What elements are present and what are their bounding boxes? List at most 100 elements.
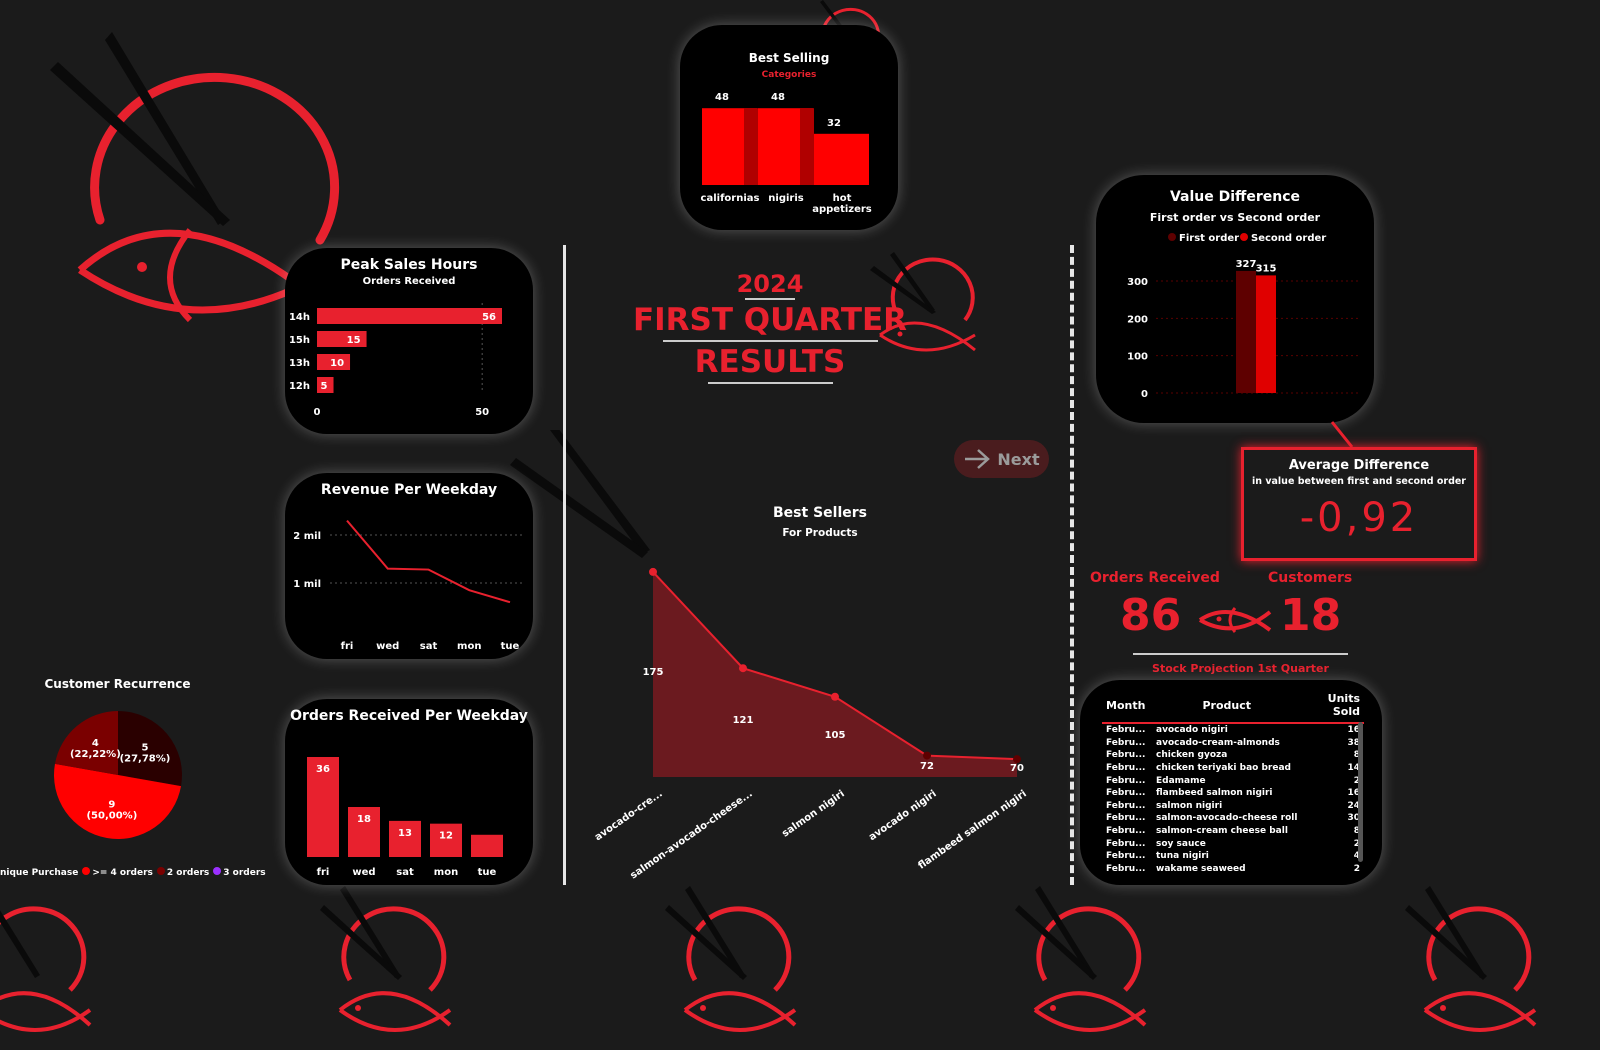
y-tick-0: 0 (1141, 389, 1148, 400)
month-cell: Febru... (1106, 788, 1146, 799)
orders-weekday-card: Orders Received Per Weekday 36 fri 18 wed 13… (285, 699, 533, 885)
best-selling-card: Best Selling Categories 48 californias 48 n… (680, 25, 898, 230)
revenue-line (346, 519, 511, 604)
table-row[interactable]: Febru... soy sauce 2 (1102, 837, 1364, 850)
bar-tue (471, 834, 503, 857)
bar-second-order (1256, 275, 1276, 393)
table-row[interactable]: Febru... chicken teriyaki bao bread 14 (1102, 762, 1364, 775)
bar-13h (317, 354, 351, 370)
slice-Unique-Purchase (118, 711, 182, 787)
next-button[interactable]: Next (954, 440, 1049, 478)
slice-2-orders (54, 711, 118, 775)
product-label-3: avocado nigiri (867, 788, 939, 843)
table-row[interactable]: Febru... chicken gyoza 8 (1102, 749, 1364, 762)
category-label-0-0: californias (701, 193, 760, 204)
column-units-sold[interactable]: Units Sold (1327, 692, 1360, 718)
category-label-2-1: appetizers (812, 204, 872, 215)
month-cell: Febru... (1106, 838, 1146, 849)
peak-sales-title: Peak Sales Hours (340, 257, 478, 273)
table-row[interactable]: Febru... tuna nigiri 4 (1102, 850, 1364, 863)
arrow-right-icon (965, 449, 991, 469)
bar-first-order (1236, 270, 1256, 393)
slice--4-orders (54, 763, 182, 839)
category-label-1-0: nigiris (768, 193, 803, 204)
bar-shade (800, 108, 814, 185)
month-cell: Febru... (1106, 750, 1146, 761)
fish-logo-bottom-1 (0, 906, 92, 1032)
table-row[interactable]: Febru... salmon-cream cheese ball 8 (1102, 825, 1364, 838)
month-cell: Febru... (1106, 826, 1146, 837)
orders-weekday-title: Orders Received Per Weekday (290, 708, 528, 724)
table-row[interactable]: Febru... avocado nigiri 16 (1102, 723, 1364, 737)
weekday-label-0: fri (317, 867, 330, 878)
table-scrollbar[interactable] (1358, 722, 1363, 862)
weekday-label-3: mon (434, 867, 458, 878)
data-label-0: 48 (715, 92, 729, 103)
value-label-0: 175 (643, 667, 664, 678)
average-difference-value: -0,92 (1299, 495, 1419, 541)
stock-card: Month Product Units Sold Febru... avocado… (1080, 680, 1382, 885)
kpi-divider (1133, 653, 1348, 655)
value-label-0: 56 (482, 312, 496, 323)
y-tick-1: 2 mil (293, 531, 321, 542)
revenue-weekday-card: Revenue Per Weekday 1 mil 2 mil fri wed sat m… (285, 473, 533, 659)
month-cell: Febru... (1106, 800, 1146, 811)
orders-received-label: Orders Received (1090, 570, 1220, 586)
table-row[interactable]: Febru... Edamame 2 (1102, 774, 1364, 787)
product-label-0: avocado-cre... (593, 788, 665, 843)
units-cell: 38 (1347, 737, 1360, 748)
peak-sales-card: Peak Sales Hours Orders Received 14h 56 15… (285, 248, 533, 434)
value-label-2: 10 (330, 358, 344, 369)
units-cell: 2 (1353, 775, 1360, 786)
value-difference-title: Value Difference (1169, 189, 1301, 205)
month-cell: Febru... (1106, 851, 1146, 862)
month-cell: Febru... (1106, 775, 1146, 786)
point-2 (831, 692, 839, 701)
point-1 (739, 664, 747, 673)
data-label-2: 32 (827, 118, 841, 129)
hour-label-1: 15h (289, 335, 310, 346)
product-cell: flambeed salmon nigiri (1156, 788, 1273, 799)
units-cell: 24 (1347, 800, 1360, 811)
units-cell: 30 (1347, 813, 1360, 824)
connector-line (1330, 421, 1354, 448)
legend-dot-2 (156, 867, 165, 875)
table-row[interactable]: Febru... avocado-cream-almonds 38 (1102, 737, 1364, 750)
column-month[interactable]: Month (1106, 698, 1146, 712)
month-cell: Febru... (1106, 813, 1146, 824)
product-cell: salmon-avocado-cheese roll (1156, 813, 1298, 824)
table-row[interactable]: Febru... salmon nigiri 24 (1102, 800, 1364, 813)
x-tick-1: 50 (475, 407, 489, 418)
header-line1: FIRST QUARTER (632, 302, 908, 338)
x-tick-0: 0 (314, 407, 321, 418)
point-4 (1013, 755, 1021, 764)
product-label-2: salmon nigiri (780, 788, 847, 839)
product-cell: salmon nigiri (1156, 800, 1223, 811)
legend-item-3: 3 orders (213, 867, 266, 878)
table-row[interactable]: Febru... wakame seaweed 2 (1102, 863, 1364, 876)
y-tick-2: 200 (1127, 314, 1148, 325)
product-cell: chicken gyoza (1156, 750, 1228, 761)
bar-12h (317, 377, 334, 393)
month-cell: Febru... (1106, 863, 1146, 874)
value-difference-subtitle: First order vs Second order (1149, 211, 1321, 224)
orders-received-value: 86 (1120, 590, 1182, 641)
product-cell: Edamame (1156, 775, 1206, 786)
value-label-1: 18 (357, 814, 371, 825)
best-selling-title: Best Selling (748, 51, 830, 65)
column-product[interactable]: Product (1202, 698, 1251, 712)
hour-label-0: 14h (289, 312, 310, 323)
area-fill (653, 571, 1017, 777)
value-label-3: 72 (920, 761, 934, 772)
bar-fri (307, 757, 339, 857)
table-row[interactable]: Febru... salmon-avocado-cheese roll 30 (1102, 812, 1364, 825)
stock-title: Stock Projection 1st Quarter (1152, 662, 1329, 675)
table-row[interactable]: Febru... flambeed salmon nigiri 16 (1102, 787, 1364, 800)
slice-label-1: 4 (92, 738, 99, 749)
value-label-0: 36 (316, 764, 330, 775)
customer-recurrence-legend: nique Purchase >= 4 orders 2 orders 3 order… (0, 867, 266, 881)
point-0 (649, 567, 657, 576)
fish-logo-bottom-5 (1405, 886, 1537, 1032)
